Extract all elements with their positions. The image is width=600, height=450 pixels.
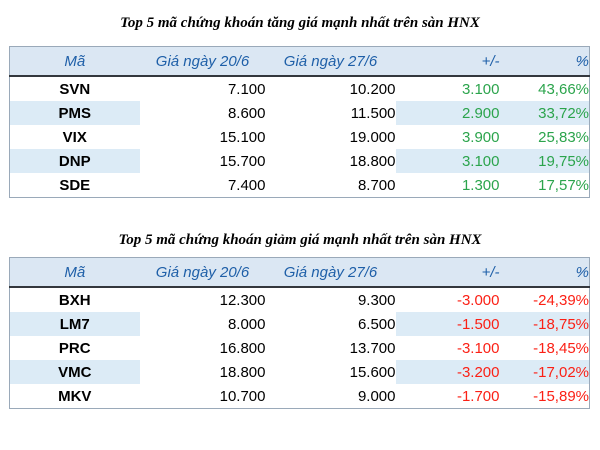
stock-code-cell: LM7 <box>9 312 140 336</box>
change-cell: 2.900 <box>395 101 500 125</box>
price-27-6-cell: 18.800 <box>349 152 396 170</box>
column-header-price-27-6: Giá ngày 27/6 <box>265 46 396 77</box>
column-header-percent: % <box>499 257 590 288</box>
change-cell: 3.900 <box>461 128 500 146</box>
stock-code-cell: DNP <box>9 149 140 173</box>
price-20-6-cell: 10.700 <box>219 387 266 405</box>
table-row: PRC 16.800 13.700 -3.100 -18,45% <box>10 336 590 360</box>
price-20-6-cell: 15.700 <box>219 152 266 170</box>
price-27-6-cell: 9.000 <box>357 387 396 405</box>
table-row: SDE 7.400 8.700 1.300 17,57% <box>10 173 590 198</box>
percent-cell: 19,75% <box>499 149 590 173</box>
price-27-6-cell: 15.600 <box>349 363 396 381</box>
losers-header-row: Mã Giá ngày 20/6 Giá ngày 27/6 +/- % <box>9 257 590 288</box>
losers-table: Mã Giá ngày 20/6 Giá ngày 27/6 +/- % BXH… <box>9 257 590 409</box>
price-27-6-cell: 6.500 <box>357 315 396 333</box>
stock-code-cell: BXH <box>58 291 91 309</box>
table-row: LM7 8.000 6.500 -1.500 -18,75% <box>9 312 590 336</box>
price-20-6-cell: 16.800 <box>219 339 266 357</box>
stock-code-cell: SVN <box>59 80 91 98</box>
percent-cell: -17,02% <box>499 360 590 384</box>
percent-cell: 43,66% <box>538 80 589 98</box>
change-cell: 3.100 <box>395 149 500 173</box>
percent-cell: 25,83% <box>538 128 589 146</box>
gainers-table: Mã Giá ngày 20/6 Giá ngày 27/6 +/- % SVN… <box>9 46 590 198</box>
stock-code-cell: PRC <box>58 339 91 357</box>
column-header-price-27-6: Giá ngày 27/6 <box>265 257 396 288</box>
price-20-6-cell: 7.400 <box>227 176 266 194</box>
losers-table-title: Top 5 mã chứng khoán giảm giá mạnh nhất … <box>118 232 482 248</box>
percent-cell: 33,72% <box>499 101 590 125</box>
change-cell: -3.000 <box>456 291 500 309</box>
percent-cell: -18,45% <box>533 339 589 357</box>
stock-code-cell: PMS <box>9 101 140 125</box>
stock-code-cell: MKV <box>58 387 92 405</box>
stock-code-cell: SDE <box>59 176 91 194</box>
column-header-percent: % <box>499 46 590 77</box>
column-header-change: +/- <box>395 46 500 77</box>
change-cell: 1.300 <box>461 176 500 194</box>
price-20-6-cell: 7.100 <box>227 80 266 98</box>
percent-cell: -15,89% <box>533 387 589 405</box>
change-cell: -1.500 <box>395 312 500 336</box>
table-row: VMC 18.800 15.600 -3.200 -17,02% <box>9 360 590 384</box>
change-cell: -3.200 <box>395 360 500 384</box>
price-27-6-cell: 19.000 <box>349 128 396 146</box>
table-row: PMS 8.600 11.500 2.900 33,72% <box>9 101 590 125</box>
table-row: BXH 12.300 9.300 -3.000 -24,39% <box>10 287 590 312</box>
price-20-6-cell: 8.000 <box>227 315 266 333</box>
price-27-6-cell: 13.700 <box>349 339 396 357</box>
table-row: VIX 15.100 19.000 3.900 25,83% <box>10 125 590 149</box>
change-cell: 3.100 <box>461 80 500 98</box>
column-header-code: Mã <box>9 46 140 77</box>
gainers-table-title: Top 5 mã chứng khoán tăng giá mạnh nhất … <box>120 15 480 31</box>
percent-cell: -24,39% <box>533 291 589 309</box>
price-27-6-cell: 9.300 <box>357 291 396 309</box>
column-header-change: +/- <box>395 257 500 288</box>
table-row: MKV 10.700 9.000 -1.700 -15,89% <box>10 384 590 409</box>
price-27-6-cell: 11.500 <box>350 104 396 122</box>
price-20-6-cell: 18.800 <box>219 363 266 381</box>
table-row: SVN 7.100 10.200 3.100 43,66% <box>10 76 590 101</box>
percent-cell: 17,57% <box>538 176 589 194</box>
gainers-header-row: Mã Giá ngày 20/6 Giá ngày 27/6 +/- % <box>9 46 590 77</box>
column-header-price-20-6: Giá ngày 20/6 <box>139 257 266 288</box>
price-20-6-cell: 12.300 <box>219 291 266 309</box>
column-header-code: Mã <box>9 257 140 288</box>
percent-cell: -18,75% <box>499 312 590 336</box>
table-row: DNP 15.700 18.800 3.100 19,75% <box>9 149 590 173</box>
stock-code-cell: VMC <box>9 360 140 384</box>
change-cell: -3.100 <box>456 339 500 357</box>
price-27-6-cell: 8.700 <box>357 176 396 194</box>
price-20-6-cell: 8.600 <box>227 104 266 122</box>
column-header-price-20-6: Giá ngày 20/6 <box>139 46 266 77</box>
change-cell: -1.700 <box>456 387 500 405</box>
stock-code-cell: VIX <box>62 128 87 146</box>
price-27-6-cell: 10.200 <box>349 80 396 98</box>
price-20-6-cell: 15.100 <box>219 128 266 146</box>
report-page: Top 5 mã chứng khoán tăng giá mạnh nhất … <box>9 15 590 409</box>
